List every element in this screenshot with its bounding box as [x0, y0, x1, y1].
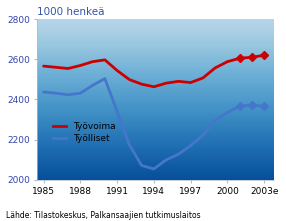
Text: 1000 henkeä: 1000 henkeä: [37, 7, 105, 17]
Text: Lähde: Tilastokeskus, Palkansaajien tutkimuslaitos: Lähde: Tilastokeskus, Palkansaajien tutk…: [6, 211, 200, 220]
Legend: Työvoima, Työlliset: Työvoima, Työlliset: [49, 118, 120, 146]
